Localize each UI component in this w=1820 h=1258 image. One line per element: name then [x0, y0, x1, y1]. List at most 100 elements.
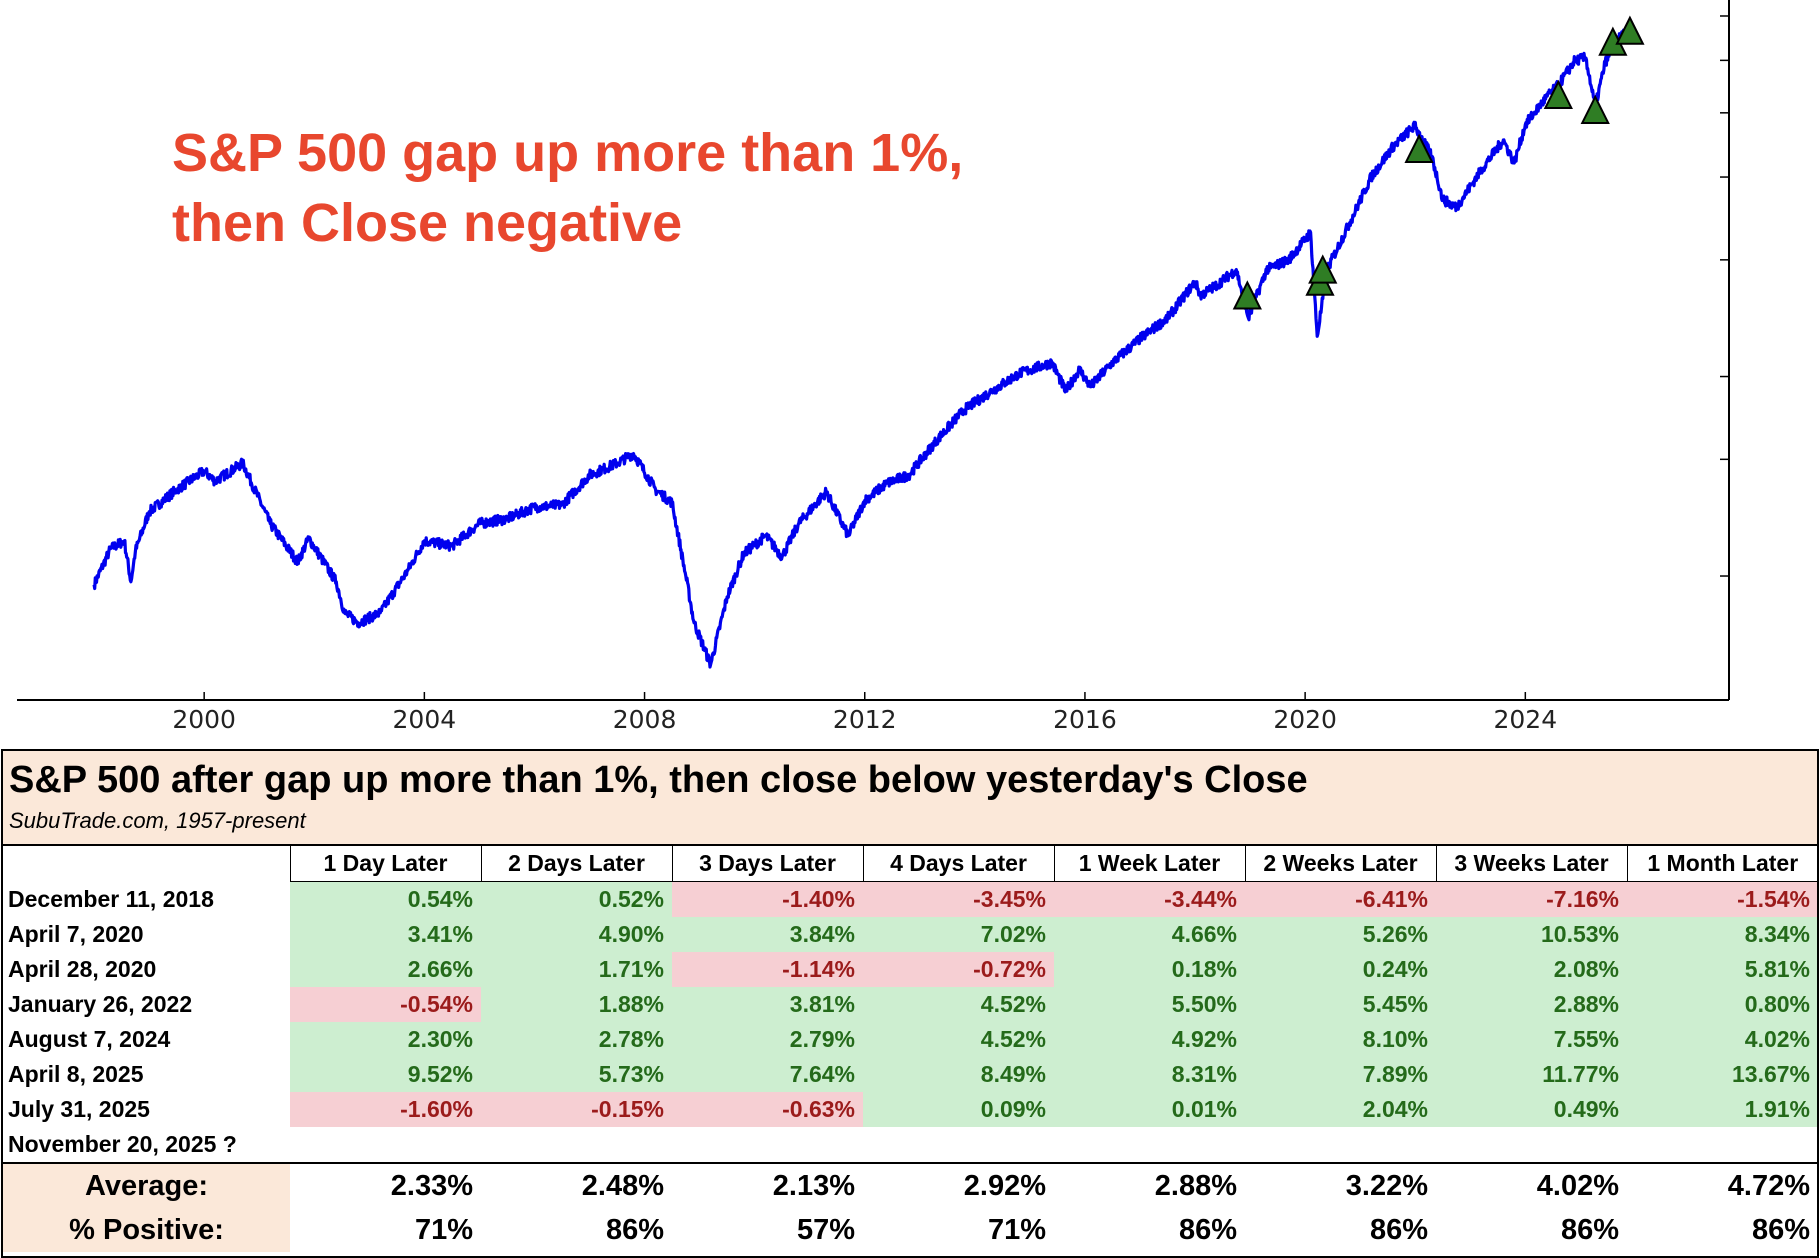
return-cell	[672, 1127, 863, 1163]
return-cell: 0.24%	[1245, 952, 1436, 987]
return-cell: 13.67%	[1627, 1057, 1817, 1092]
average-row-cell: 3.22%	[1245, 1162, 1436, 1208]
signal-triangle-marker	[1615, 15, 1645, 45]
x-tick-label: 2020	[1273, 705, 1337, 734]
x-tick-label: 2008	[613, 705, 677, 734]
return-cell: 3.81%	[672, 987, 863, 1022]
return-cell: 4.02%	[1627, 1022, 1817, 1057]
return-cell: 2.88%	[1436, 987, 1627, 1022]
return-cell: 4.92%	[1054, 1022, 1245, 1057]
return-cell: 4.66%	[1054, 917, 1245, 952]
percent-positive-row-cell: 86%	[605, 1213, 664, 1246]
return-cell: 2.04%	[1245, 1092, 1436, 1127]
table-row: November 20, 2025 ?	[3, 1127, 1817, 1163]
column-header-row: 1 Day Later 2 Days Later 3 Days Later 4 Day…	[3, 846, 1817, 882]
return-cell: 7.55%	[1436, 1022, 1627, 1057]
table-row: December 11, 2018 0.54% 0.52% -1.40% -3.45% -…	[3, 881, 1817, 917]
return-cell: 5.26%	[1245, 917, 1436, 952]
return-cell: 0.52%	[481, 881, 672, 917]
return-cell: 7.64%	[672, 1057, 863, 1092]
return-cell: 0.01%	[1054, 1092, 1245, 1127]
return-cell: 2.78%	[481, 1022, 672, 1057]
return-cell: 8.31%	[1054, 1057, 1245, 1092]
table-title: S&P 500 after gap up more than 1%, then …	[9, 759, 1308, 801]
return-cell: -1.14%	[672, 952, 863, 987]
x-tick-label: 2024	[1494, 705, 1558, 734]
return-cell: 3.41%	[290, 917, 481, 952]
column-header: 2 Weeks Later	[1244, 846, 1436, 882]
return-cell	[1245, 1127, 1436, 1163]
percent-positive-row-cell: 71%	[414, 1213, 473, 1246]
return-cell: 2.66%	[290, 952, 481, 987]
average-row-cell: 4.02%	[1436, 1162, 1627, 1208]
average-row-cell: 2.33%	[290, 1162, 481, 1208]
row-date-label: April 28, 2020	[8, 956, 157, 982]
return-cell: 4.52%	[863, 1022, 1054, 1057]
column-header: 2 Days Later	[480, 846, 672, 882]
chart-title-line-2: then Close negative	[172, 193, 683, 253]
return-cell: 8.49%	[863, 1057, 1054, 1092]
results-table-panel: S&P 500 after gap up more than 1%, then …	[1, 749, 1819, 1258]
percent-positive-row-cell: 86%	[1178, 1213, 1237, 1246]
signal-triangle-marker	[1232, 280, 1262, 310]
column-header: 1 Week Later	[1053, 846, 1245, 882]
column-header: 1 Day Later	[289, 846, 481, 882]
return-cell	[481, 1127, 672, 1163]
percent-positive-row-cell: 86%	[1560, 1213, 1619, 1246]
return-cell: 5.50%	[1054, 987, 1245, 1022]
column-header: 1 Month Later	[1626, 846, 1817, 882]
return-cell: -0.72%	[863, 952, 1054, 987]
table-header: S&P 500 after gap up more than 1%, then …	[3, 751, 1817, 846]
return-cell: -0.15%	[481, 1092, 672, 1127]
column-header: 4 Days Later	[862, 846, 1054, 882]
chart-title-line-1: S&P 500 gap up more than 1%,	[172, 123, 964, 183]
price-chart: 2000 2004 2008 2012 2016 2020 2024	[17, 0, 1730, 734]
return-cell	[863, 1127, 1054, 1163]
column-header: 3 Days Later	[671, 846, 863, 882]
return-cell: -3.45%	[863, 881, 1054, 917]
table-row: July 31, 2025 -1.60% -0.15% -0.63% 0.09% 0.01…	[3, 1092, 1817, 1127]
return-cell: 10.53%	[1436, 917, 1627, 952]
return-cell: 1.91%	[1627, 1092, 1817, 1127]
return-cell: 0.54%	[290, 881, 481, 917]
header-corner	[3, 846, 290, 882]
return-cell: 2.30%	[290, 1022, 481, 1057]
table-row: April 7, 2020 3.41% 4.90% 3.84% 7.02% 4.66% 5.…	[3, 917, 1817, 952]
average-row-cell: 2.88%	[1054, 1162, 1245, 1208]
return-cell: 2.08%	[1436, 952, 1627, 987]
return-cell: 4.52%	[863, 987, 1054, 1022]
return-cell: -1.40%	[672, 881, 863, 917]
average-row-cell: 2.48%	[481, 1162, 672, 1208]
return-cell	[1054, 1127, 1245, 1163]
return-cell: -3.44%	[1054, 881, 1245, 917]
return-cell	[290, 1127, 481, 1163]
average-row: Average: 2.33% 2.48% 2.13% 2.92% 2.88% 3.22% 4.…	[3, 1162, 1817, 1208]
percent-positive-row-label: % Positive:	[3, 1208, 290, 1252]
return-cell: -1.54%	[1627, 881, 1817, 917]
return-cell: 0.80%	[1627, 987, 1817, 1022]
return-cell: 1.88%	[481, 987, 672, 1022]
return-cell: 4.90%	[481, 917, 672, 952]
return-cell: 2.79%	[672, 1022, 863, 1057]
return-cell: 7.02%	[863, 917, 1054, 952]
table-row: April 8, 2025 9.52% 5.73% 7.64% 8.49% 8.31% 7.…	[3, 1057, 1817, 1092]
x-tick-label: 2012	[833, 705, 897, 734]
row-date-label: April 8, 2025	[8, 1061, 144, 1087]
row-date-label: January 26, 2022	[8, 991, 193, 1017]
return-cell: 5.81%	[1627, 952, 1817, 987]
percent-positive-row-cell: 57%	[796, 1213, 855, 1246]
percent-positive-row-cell: 71%	[987, 1213, 1046, 1246]
average-row-cell: 2.92%	[863, 1162, 1054, 1208]
percent-positive-row-cell: 86%	[1751, 1213, 1810, 1246]
return-cell: 11.77%	[1436, 1057, 1627, 1092]
table-row: January 26, 2022 -0.54% 1.88% 3.81% 4.52% 5.5…	[3, 987, 1817, 1022]
return-cell: -1.60%	[290, 1092, 481, 1127]
chart-title: S&P 500 gap up more than 1%, then Close …	[172, 118, 963, 258]
row-date-label: April 7, 2020	[8, 921, 144, 947]
return-cell: 1.71%	[481, 952, 672, 987]
return-cell: 9.52%	[290, 1057, 481, 1092]
return-cell: 8.10%	[1245, 1022, 1436, 1057]
average-row-cell: 2.13%	[672, 1162, 863, 1208]
signal-triangle-marker	[1543, 79, 1573, 109]
return-cell: 3.84%	[672, 917, 863, 952]
